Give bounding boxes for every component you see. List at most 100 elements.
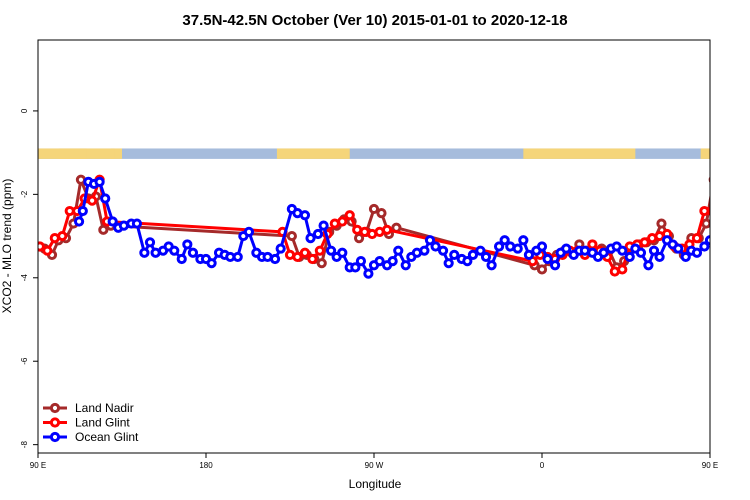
land-segment bbox=[700, 148, 710, 159]
data-point bbox=[493, 241, 505, 252]
data-point bbox=[561, 243, 572, 254]
data-point bbox=[169, 245, 180, 256]
data-point bbox=[376, 208, 387, 219]
data-point bbox=[307, 253, 318, 265]
data-point bbox=[654, 251, 665, 263]
y-tick-label: 0 bbox=[20, 108, 29, 113]
data-point bbox=[635, 247, 647, 258]
data-point bbox=[318, 220, 329, 231]
data-point bbox=[598, 247, 609, 258]
data-point bbox=[144, 237, 156, 248]
data-point bbox=[704, 235, 710, 246]
data-point bbox=[708, 176, 710, 184]
land-segment bbox=[58, 148, 87, 159]
data-point bbox=[400, 260, 411, 271]
data-point bbox=[512, 243, 523, 254]
series-ocean-glint bbox=[73, 176, 710, 279]
data-point bbox=[536, 264, 548, 275]
data-point bbox=[344, 210, 355, 221]
data-point bbox=[617, 264, 628, 275]
data-point bbox=[624, 251, 635, 263]
data-point bbox=[176, 253, 187, 265]
data-point bbox=[536, 241, 548, 252]
data-point bbox=[643, 260, 654, 271]
data-point bbox=[387, 256, 398, 267]
data-point bbox=[706, 206, 710, 216]
data-point bbox=[107, 216, 118, 227]
legend-label: Land Nadir bbox=[75, 401, 134, 415]
data-point bbox=[337, 247, 348, 258]
data-point bbox=[77, 205, 88, 217]
land-segment bbox=[276, 148, 350, 159]
x-tick-label: 90 E bbox=[30, 461, 46, 470]
data-point bbox=[243, 226, 255, 237]
x-tick-label: 0 bbox=[540, 461, 545, 470]
x-axis: 90 E 180 90 W 0 90 E bbox=[30, 453, 718, 470]
data-point bbox=[523, 249, 535, 260]
data-point bbox=[393, 245, 404, 256]
data-point bbox=[314, 245, 325, 256]
data-point bbox=[316, 258, 327, 269]
data-point bbox=[430, 241, 441, 252]
data-point bbox=[691, 247, 703, 258]
data-point bbox=[299, 210, 311, 221]
data-point bbox=[699, 241, 710, 252]
data-point bbox=[419, 245, 430, 256]
data-point bbox=[374, 256, 385, 267]
data-point bbox=[731, 178, 738, 185]
data-point bbox=[648, 245, 660, 256]
data-point bbox=[337, 216, 348, 227]
data-point bbox=[549, 260, 561, 271]
data-point bbox=[733, 226, 740, 233]
data-point bbox=[182, 239, 193, 250]
data-point bbox=[355, 256, 367, 267]
data-point bbox=[518, 235, 529, 246]
land-segment bbox=[523, 148, 636, 159]
data-point bbox=[42, 245, 53, 256]
data-point bbox=[680, 251, 691, 263]
series-layer bbox=[38, 174, 750, 279]
data-point bbox=[325, 245, 337, 256]
data-point bbox=[499, 235, 510, 246]
data-point bbox=[740, 222, 747, 229]
data-point bbox=[467, 249, 479, 260]
data-point bbox=[275, 243, 286, 254]
data-point bbox=[424, 235, 436, 246]
x-tick-label: 90 W bbox=[365, 461, 384, 470]
data-point bbox=[673, 243, 684, 254]
data-point bbox=[94, 176, 105, 187]
data-point bbox=[462, 256, 473, 267]
legend-label: Land Glint bbox=[75, 416, 130, 430]
data-point bbox=[656, 218, 667, 229]
data-point bbox=[480, 251, 492, 263]
data-point bbox=[187, 247, 199, 258]
data-point bbox=[292, 251, 303, 263]
data-point bbox=[131, 218, 143, 229]
legend-swatch-marker bbox=[49, 402, 61, 414]
data-point bbox=[98, 224, 109, 235]
data-point bbox=[746, 216, 750, 223]
data-point bbox=[449, 249, 460, 260]
x-axis-label: Longitude bbox=[349, 477, 402, 491]
data-point bbox=[286, 230, 297, 242]
data-point bbox=[437, 245, 449, 256]
legend-label: Ocean Glint bbox=[75, 430, 139, 444]
data-point bbox=[299, 247, 311, 258]
data-point bbox=[232, 251, 243, 263]
data-point bbox=[57, 230, 68, 242]
data-point bbox=[139, 247, 150, 258]
legend-swatch-marker bbox=[49, 431, 61, 443]
data-point bbox=[475, 245, 486, 256]
y-tick-label: -8 bbox=[20, 441, 29, 449]
y-axis-label: XCO2 - MLO trend (ppm) bbox=[0, 179, 14, 314]
data-point bbox=[617, 245, 628, 256]
data-point bbox=[725, 193, 732, 200]
data-point bbox=[701, 218, 710, 229]
data-point bbox=[206, 258, 217, 269]
data-point bbox=[350, 262, 361, 273]
data-point bbox=[542, 253, 553, 265]
y-tick-label: -6 bbox=[20, 357, 29, 365]
x-tick-label: 90 E bbox=[702, 461, 718, 470]
